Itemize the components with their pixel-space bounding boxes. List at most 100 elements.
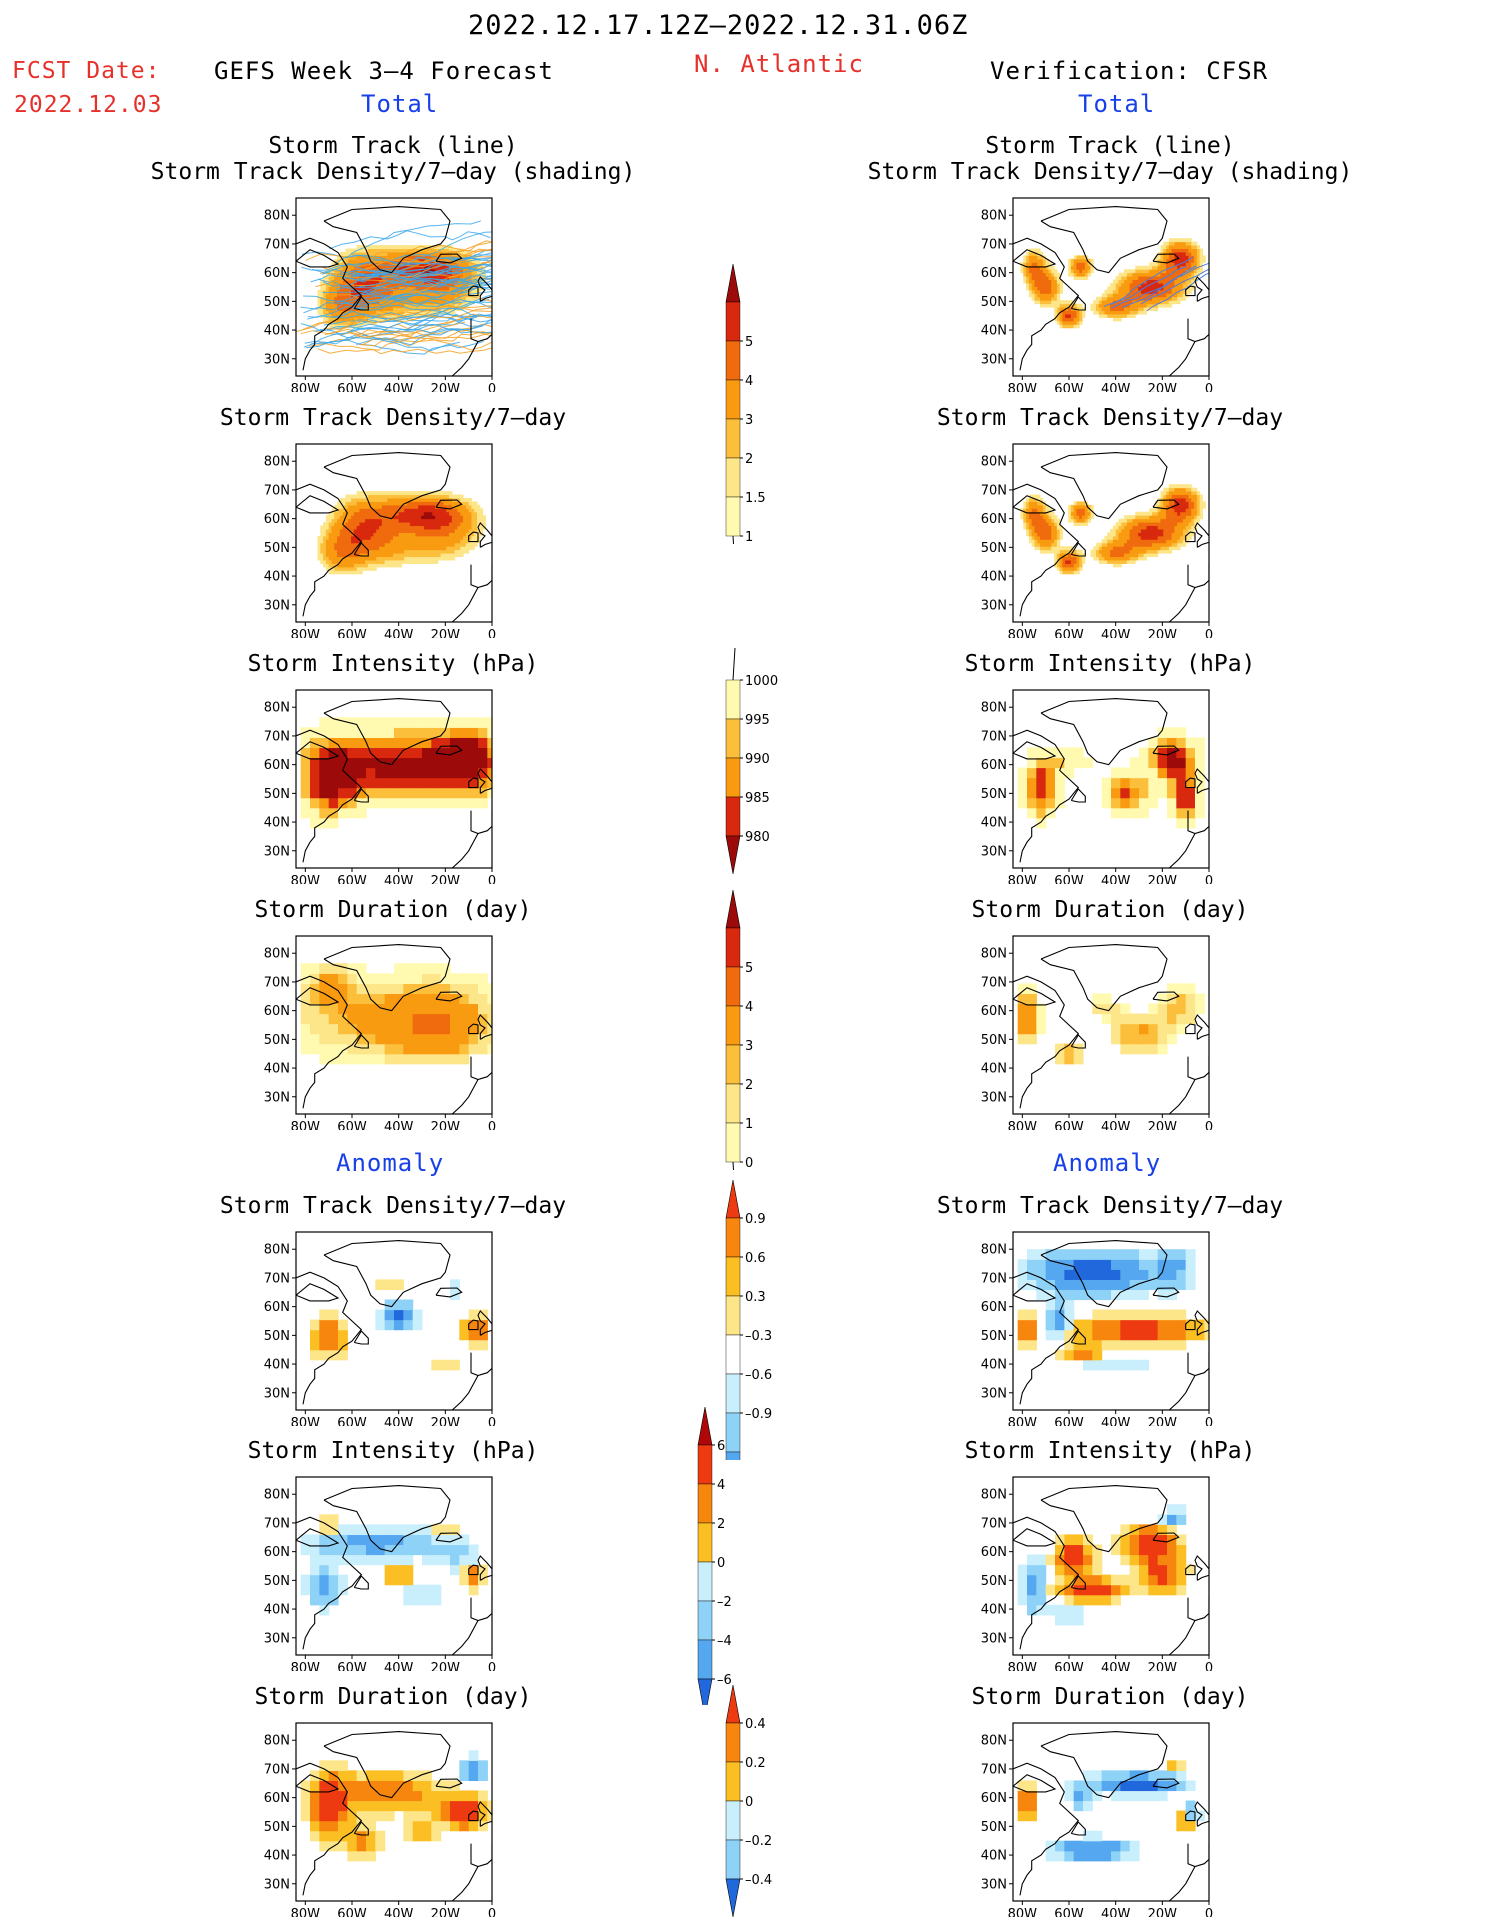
grid-cell: [1027, 1013, 1037, 1025]
density-cell: [429, 504, 433, 509]
grid-cell: [338, 757, 348, 769]
density-cell: [373, 276, 377, 281]
density-cell: [1154, 258, 1159, 263]
lon-label: 80W: [291, 628, 321, 638]
lon-label: 0: [1205, 1120, 1213, 1130]
density-cell: [379, 303, 383, 308]
density-cell: [1115, 546, 1119, 551]
grid-cell: [422, 757, 432, 769]
grid-cell: [1027, 983, 1037, 995]
density-cell: [1174, 248, 1178, 253]
density-cell: [451, 508, 456, 513]
grid-cell: [319, 973, 330, 984]
grid-cell: [1185, 817, 1196, 829]
grid-cell: [1111, 1013, 1121, 1025]
grid-cell: [487, 1043, 492, 1055]
density-cell: [451, 501, 456, 506]
density-cell: [1048, 293, 1052, 298]
density-cell: [479, 518, 484, 523]
density-cell: [446, 501, 450, 506]
density-cell: [1098, 296, 1103, 301]
density-cell: [468, 525, 472, 530]
density-cell: [1062, 570, 1066, 575]
density-cell: [1040, 508, 1044, 513]
density-cell: [1101, 300, 1105, 305]
density-cell: [381, 282, 386, 287]
density-cell: [323, 282, 327, 287]
grid-cell: [1139, 1043, 1149, 1055]
grid-cell: [1092, 993, 1103, 1005]
grid-cell: [1148, 777, 1159, 789]
grid-cell: [403, 777, 414, 789]
density-cell: [331, 313, 335, 318]
density-cell: [1171, 241, 1175, 246]
density-cell: [407, 532, 411, 537]
grid-cell: [431, 1003, 442, 1015]
density-cell: [334, 310, 338, 315]
density-cell: [393, 532, 397, 537]
density-cell: [373, 539, 377, 544]
grid-cell: [1036, 1013, 1047, 1025]
density-cell: [395, 508, 400, 513]
density-cell: [373, 546, 377, 551]
density-cell: [1121, 293, 1125, 298]
density-cell: [446, 515, 450, 520]
grid-cell: [478, 727, 488, 738]
grid-cell: [1157, 787, 1168, 799]
grid-cell: [356, 777, 367, 789]
grid-cell: [319, 1033, 330, 1045]
coastline: [1208, 489, 1209, 514]
density-cell: [412, 515, 416, 520]
density-cell: [1076, 553, 1080, 558]
density-cell: [367, 303, 372, 308]
density-cell: [1146, 282, 1150, 287]
density-cell: [412, 491, 416, 496]
density-cell: [1194, 272, 1198, 277]
density-cell: [418, 286, 422, 291]
storm-track-line: [335, 278, 492, 290]
density-cell: [1160, 508, 1164, 513]
density-cell: [1160, 303, 1164, 308]
density-cell: [1194, 525, 1198, 530]
density-cell: [348, 504, 352, 509]
grid-cell: [1129, 787, 1140, 799]
grid-cell: [356, 737, 367, 749]
density-cell: [446, 518, 450, 523]
density-cell: [471, 508, 475, 513]
density-cell: [1126, 300, 1131, 305]
density-cell: [1149, 300, 1153, 305]
density-cell: [1152, 265, 1156, 270]
density-cell: [323, 286, 327, 291]
grid-cell: [328, 973, 339, 984]
density-cell: [1034, 276, 1038, 281]
density-cell: [446, 532, 450, 537]
density-cell: [1112, 559, 1117, 564]
density-cell: [432, 504, 436, 509]
density-cell: [342, 508, 346, 513]
density-cell: [353, 528, 358, 533]
density-cell: [1079, 276, 1083, 281]
density-cell: [1129, 276, 1133, 281]
density-cell: [384, 497, 388, 502]
density-cell: [353, 255, 358, 260]
coastline: [468, 777, 479, 789]
density-cell: [362, 532, 366, 537]
grid-cell: [1157, 737, 1168, 749]
density-cell: [376, 535, 380, 540]
density-cell: [412, 265, 416, 270]
density-cell: [435, 532, 439, 537]
density-cell: [395, 501, 400, 506]
density-cell: [1026, 276, 1030, 281]
density-cell: [390, 300, 394, 305]
density-cell: [1040, 546, 1044, 551]
density-cell: [356, 566, 360, 571]
density-cell: [328, 289, 332, 294]
grid-cell: [366, 717, 376, 728]
density-cell: [1143, 276, 1147, 281]
density-cell: [1104, 535, 1108, 540]
density-cell: [339, 532, 344, 537]
density-cell: [1031, 255, 1035, 260]
lat-label: 30N: [981, 844, 1007, 859]
density-cell: [331, 303, 335, 308]
density-cell: [401, 546, 405, 551]
